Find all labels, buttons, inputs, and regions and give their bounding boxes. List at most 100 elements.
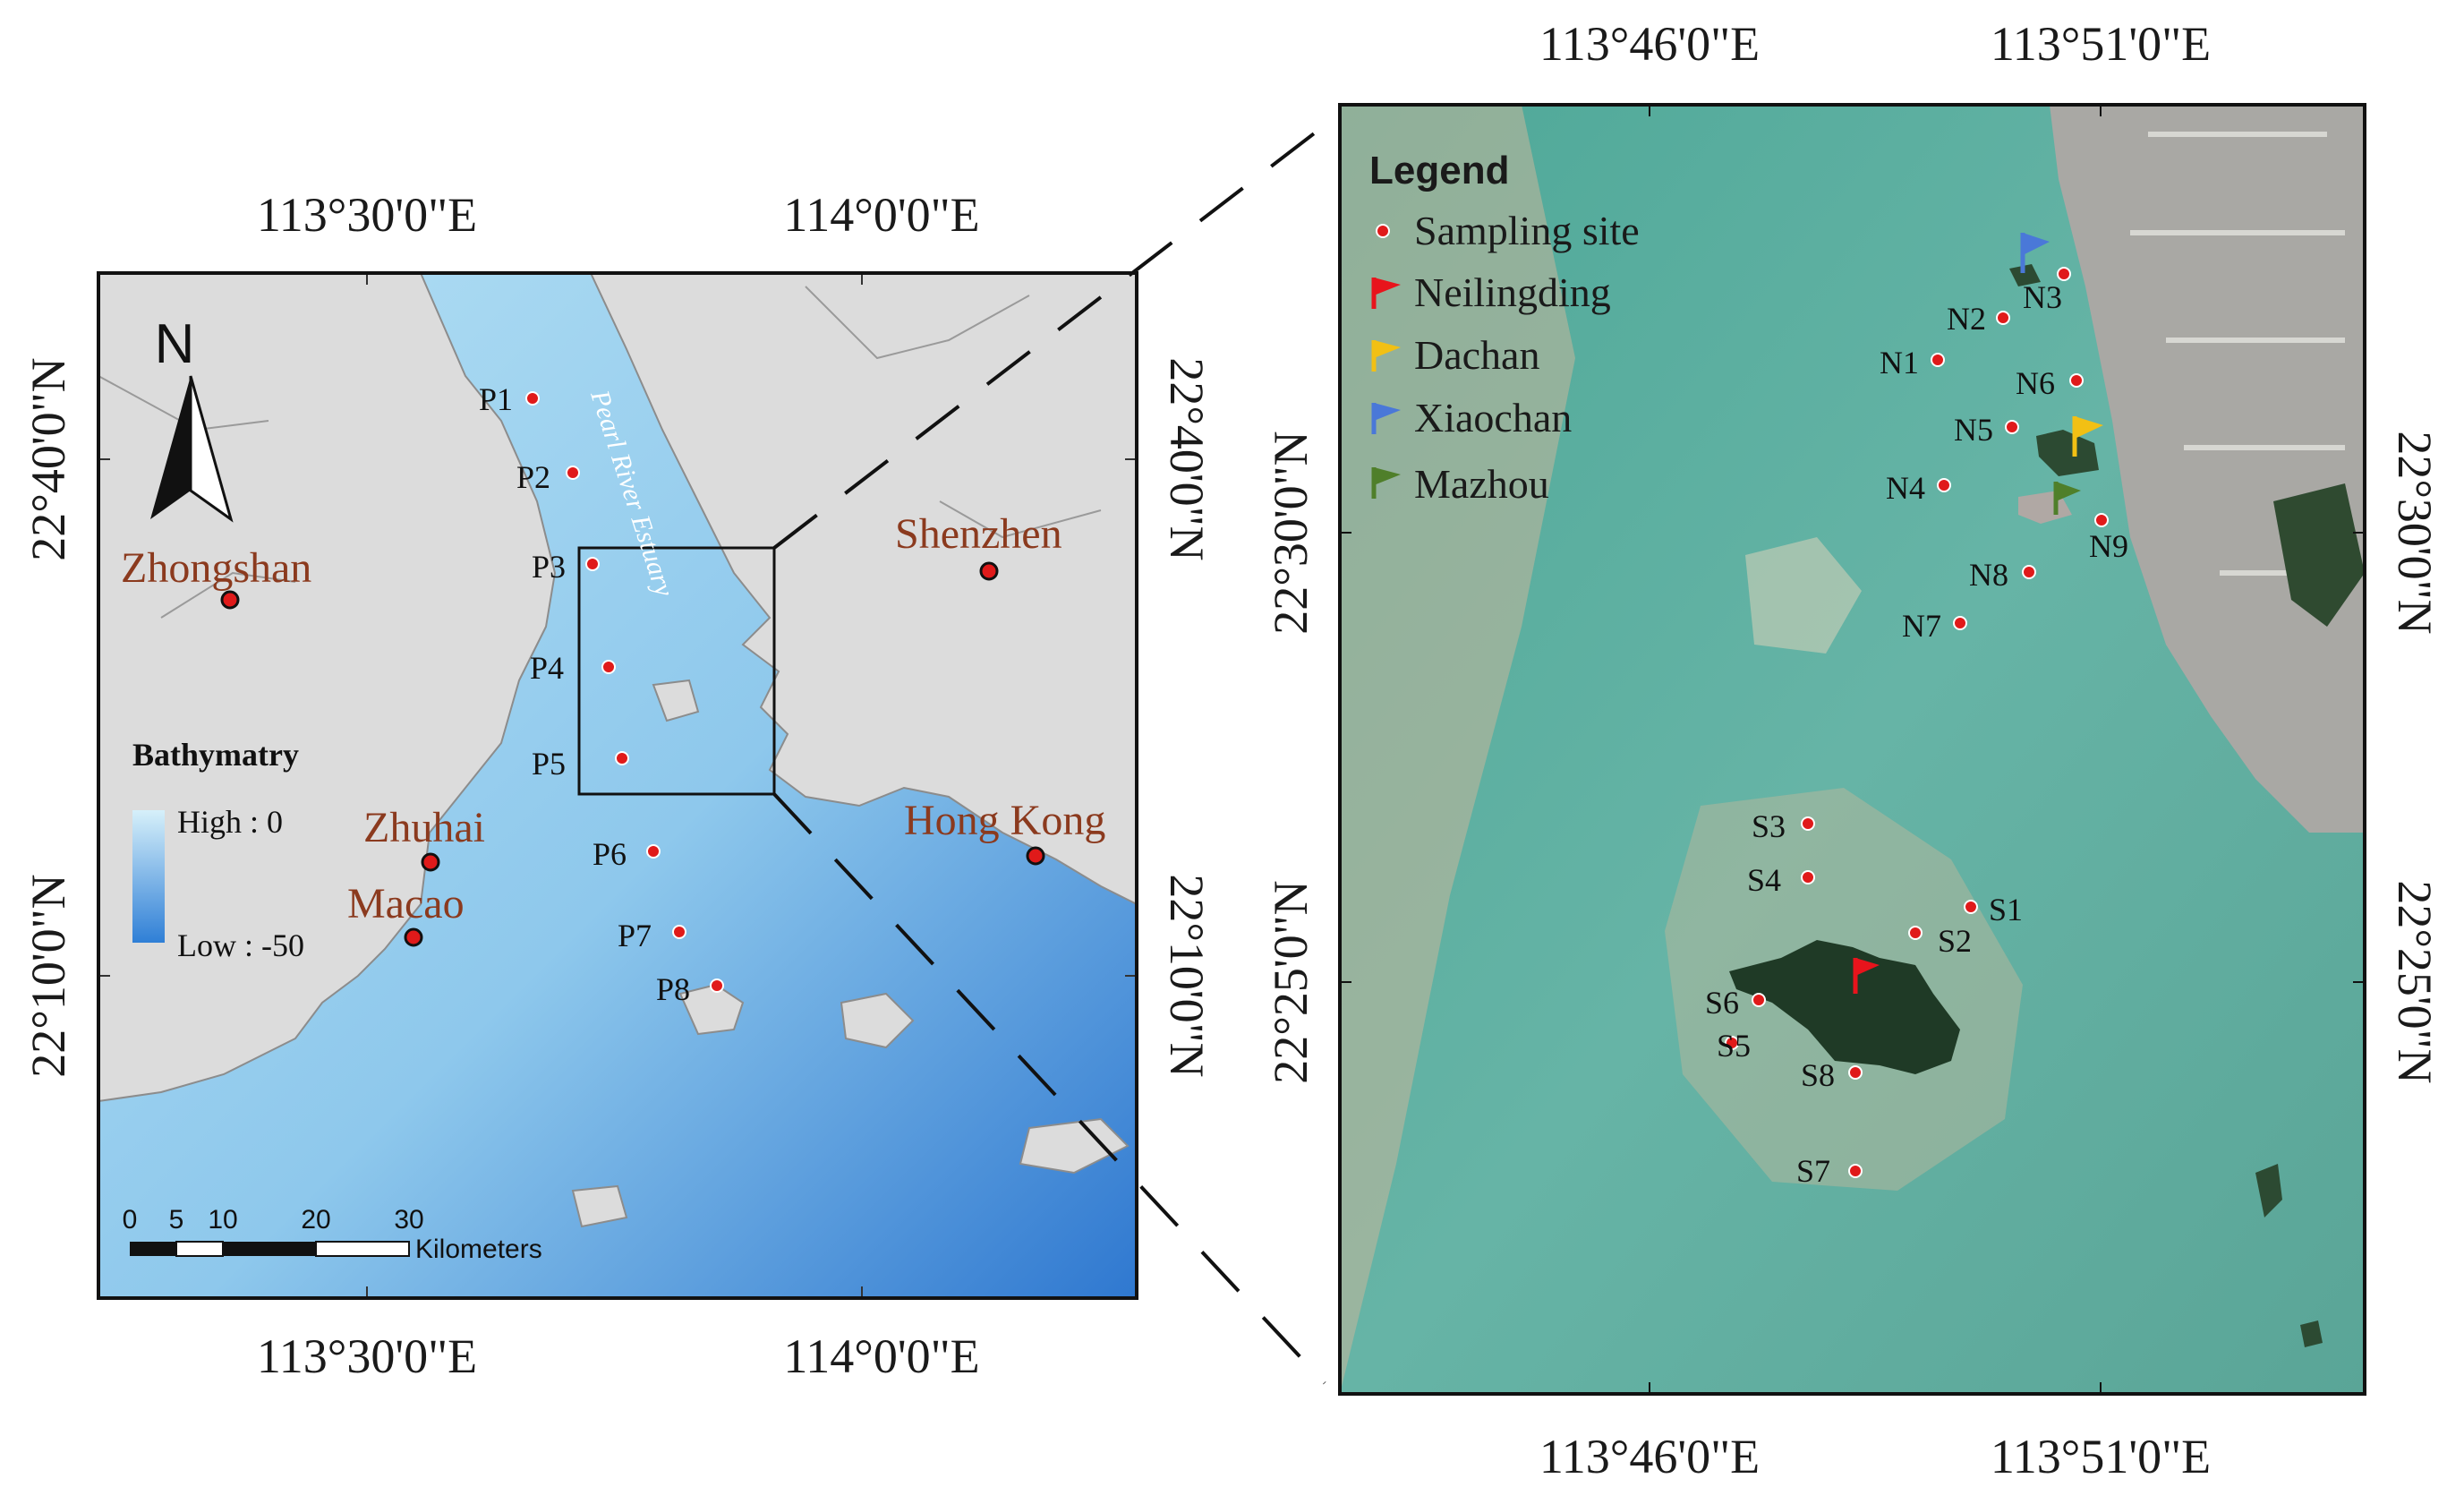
site-label-n2: N2: [1947, 301, 1986, 337]
right-map: [1340, 105, 2365, 1394]
xiaochan-island: [2009, 264, 2041, 286]
site-label-p4: P4: [530, 650, 564, 686]
sediment-plume-3: [1745, 537, 1862, 654]
city-marker-zhuhai: [421, 852, 440, 872]
svg-text:N: N: [155, 313, 195, 375]
site-marker-p1: [525, 391, 540, 406]
cities: Zhongshan Shenzhen Zhuhai Macao Hong Kon…: [121, 510, 1105, 947]
city-marker-macao: [404, 927, 423, 947]
site-marker-p8: [710, 978, 724, 993]
right-map-frame: [1338, 103, 2366, 1396]
sediment-plume-1: [1340, 105, 1575, 1394]
right-top-tick-2: 113°51'0"E: [1991, 17, 2211, 71]
right-right-tick-1: 22°30'0"N: [2388, 431, 2442, 634]
site-label-s5: S5: [1717, 1028, 1751, 1064]
left-bottom-tick-1: 113°30'0"E: [257, 1329, 477, 1383]
neilingding-flag-icon: [1853, 958, 1880, 994]
site-marker-s3: [1801, 816, 1815, 831]
legend-item-mazhou: Mazhou: [1414, 461, 1549, 507]
site-label-p8: P8: [656, 971, 690, 1007]
site-label-s3: S3: [1752, 808, 1786, 844]
site-label-n5: N5: [1954, 412, 1993, 448]
site-marker-n7: [1953, 616, 1967, 630]
legend-dot-icon: [1376, 224, 1390, 238]
left-bottom-tick-2: 114°0'0"E: [783, 1329, 979, 1383]
city-marker-zhongshan: [220, 590, 240, 610]
svg-text:High : 0: High : 0: [177, 804, 283, 840]
city-marker-hong-kong: [1026, 846, 1045, 866]
site-marker-n5: [2005, 420, 2019, 434]
legend-flag-neilingding-icon: [1371, 278, 1401, 309]
right-right-tick-2: 22°25'0"N: [2388, 880, 2442, 1083]
n-sites: N1 N2 N3 N4 N5 N6 N7 N8 N9: [1880, 267, 2128, 644]
left-map: [98, 273, 1137, 1298]
site-marker-n9: [2094, 513, 2109, 527]
land-east: [589, 273, 1137, 906]
site-label-s2: S2: [1938, 923, 1972, 959]
left-top-tick-1: 113°30'0"E: [257, 188, 477, 242]
site-label-n8: N8: [1969, 557, 2008, 593]
site-label-s8: S8: [1801, 1057, 1835, 1093]
right-graticule: [1340, 105, 2365, 1394]
site-label-p5: P5: [532, 746, 566, 782]
city-hong-kong: Hong Kong: [904, 797, 1105, 844]
site-marker-n4: [1937, 478, 1951, 492]
legend-item-dachan: Dachan: [1414, 332, 1539, 378]
left-map-frame: [97, 271, 1138, 1300]
site-label-s1: S1: [1989, 892, 2023, 927]
svg-text:0: 0: [123, 1205, 138, 1235]
study-area-box: [577, 546, 776, 796]
right-legend: Legend Sampling site Neilingding Dachan …: [1369, 149, 1640, 507]
site-marker-p5: [615, 751, 629, 765]
site-marker-p6: [646, 844, 661, 859]
urban-land-detail: [2130, 132, 2345, 576]
site-marker-p4: [601, 660, 616, 674]
small-islands-se: [2255, 1164, 2323, 1347]
right-left-tick-2: 22°25'0"N: [1264, 880, 1317, 1083]
svg-text:10: 10: [208, 1205, 237, 1235]
site-marker-s1: [1964, 900, 1978, 914]
legend-item-sampling-site: Sampling site: [1414, 208, 1640, 253]
left-right-tick-2: 22°10'0"N: [1160, 874, 1214, 1077]
right-bottom-tick-1: 113°46'0"E: [1539, 1430, 1760, 1483]
site-marker-p3: [585, 557, 600, 571]
site-label-p6: P6: [593, 836, 627, 872]
site-marker-s5: [1725, 1036, 1739, 1050]
dachan-island: [2036, 430, 2099, 476]
svg-text:Kilometers: Kilometers: [415, 1235, 542, 1264]
site-label-s6: S6: [1705, 985, 1739, 1021]
right-left-tick-1: 22°30'0"N: [1264, 431, 1317, 634]
svg-text:30: 30: [394, 1205, 423, 1235]
island-3: [1019, 1117, 1130, 1175]
legend-item-xiaochan: Xiaochan: [1414, 395, 1572, 440]
left-right-tick-1: 22°40'0"N: [1160, 357, 1214, 560]
connector-line-bottom: [772, 792, 1326, 1385]
neilingding-island: [1729, 940, 1960, 1074]
city-zhongshan: Zhongshan: [121, 544, 311, 592]
site-label-p7: P7: [618, 918, 652, 953]
site-marker-n2: [1996, 311, 2010, 325]
site-label-n4: N4: [1886, 470, 1925, 506]
site-label-n7: N7: [1902, 608, 1941, 644]
site-marker-p7: [672, 925, 686, 939]
urban-land: [2050, 105, 2365, 833]
site-marker-s7: [1848, 1164, 1863, 1178]
dachan-flag-icon: [2072, 416, 2103, 457]
svg-text:5: 5: [169, 1205, 184, 1235]
site-label-p3: P3: [532, 549, 566, 585]
left-left-tick-1: 22°40'0"N: [21, 357, 75, 560]
site-label-s4: S4: [1747, 862, 1781, 898]
site-marker-n6: [2069, 373, 2084, 388]
site-marker-p2: [566, 466, 580, 480]
legend-flag-xiaochan-icon: [1371, 403, 1401, 434]
site-marker-n1: [1931, 353, 1945, 367]
svg-text:Bathymatry: Bathymatry: [132, 737, 299, 773]
site-label-n9: N9: [2089, 528, 2128, 564]
site-label-n6: N6: [2016, 365, 2055, 401]
left-top-tick-2: 114°0'0"E: [783, 188, 979, 242]
left-graticule: [98, 273, 1137, 1298]
north-arrow-icon: N: [150, 313, 234, 523]
right-bottom-tick-2: 113°51'0"E: [1991, 1430, 2211, 1483]
site-marker-n3: [2057, 267, 2071, 281]
